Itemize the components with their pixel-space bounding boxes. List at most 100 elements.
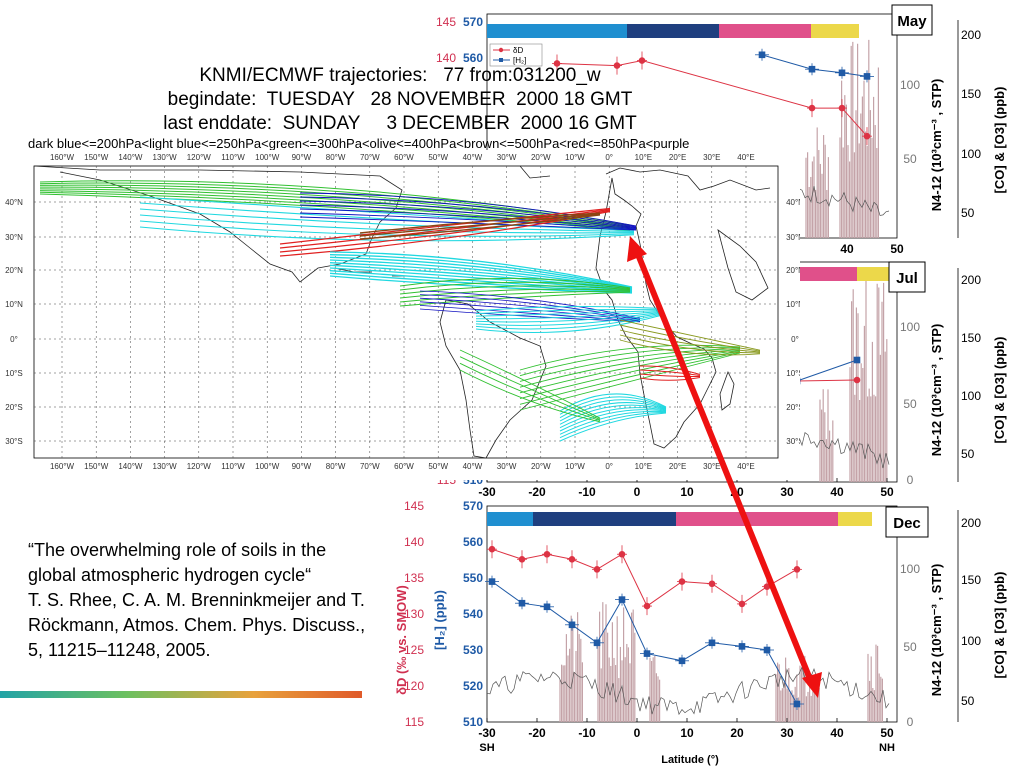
trajectory-path xyxy=(329,256,633,289)
lat-label-left: 10°N xyxy=(5,300,23,309)
dec-H2-tick: 570 xyxy=(463,499,483,513)
trajectory-path xyxy=(559,393,667,412)
trajectory-path xyxy=(639,369,701,376)
dec-n412-tick-50: 50 xyxy=(903,640,917,654)
lon-label-bottom: 20°W xyxy=(531,462,551,471)
map-pressure-legend: dark blue<=200hPa<light blue<=250hPa<gre… xyxy=(28,136,690,151)
lon-label-top: 120°W xyxy=(187,153,212,162)
lat-label-left: 20°N xyxy=(5,266,23,275)
dec-dD-axis-label: δD (‰ vs. SMOW) xyxy=(394,585,409,695)
jul-x-tick-label: 0 xyxy=(634,485,641,499)
dD-point xyxy=(643,602,651,610)
trajectory-path xyxy=(459,349,601,419)
trajectory-path xyxy=(139,208,635,233)
lon-label-top: 100°W xyxy=(255,153,280,162)
may-H2-tick-570: 570 xyxy=(463,15,483,29)
dec-x-tick-label: 10 xyxy=(680,726,694,740)
dD-point xyxy=(808,104,816,112)
dec-n412-tick-100: 100 xyxy=(900,562,920,576)
trajectory-path xyxy=(399,277,631,289)
trajectory-path xyxy=(299,208,637,230)
jul-co-tick-200: 200 xyxy=(961,273,981,287)
dec-x-tick-label: 20 xyxy=(730,726,744,740)
arrow-head-top xyxy=(627,236,647,262)
dec-n412-trace xyxy=(486,602,890,722)
dec-co-tick-150: 150 xyxy=(961,573,981,587)
lon-label-top: 70°W xyxy=(360,153,380,162)
may-co-tick-150: 150 xyxy=(961,87,981,101)
dec-co-axis-label: [CO] & [O3] (ppb) xyxy=(992,572,1007,679)
lon-label-bottom: 40°W xyxy=(463,462,483,471)
trajectory-path xyxy=(299,192,637,227)
dec-dD-tick: 115 xyxy=(405,715,424,729)
lat-label-right: 30°S xyxy=(786,437,800,446)
lon-label-top: 140°W xyxy=(118,153,143,162)
lon-label-bottom: 10°W xyxy=(565,462,585,471)
dec-dD-tick: 120 xyxy=(404,679,424,693)
lat-label-right: 20°N xyxy=(786,266,800,275)
may-H2-tick-560: 560 xyxy=(463,51,483,65)
jul-x-tick-label: 10 xyxy=(680,485,694,499)
dec-plot-frame xyxy=(486,505,898,723)
may-month-label: May xyxy=(897,13,927,30)
H2-point xyxy=(838,69,846,77)
jul-n412-axis-label: N4-12 (10³cm⁻³ , STP) xyxy=(929,324,944,457)
lon-label-top: 40°E xyxy=(737,153,754,162)
dec-co-tick-50: 50 xyxy=(961,694,975,708)
lat-label-left: 30°S xyxy=(5,437,22,446)
dec-x-tick-label: -10 xyxy=(578,726,596,740)
lat-label-left: 0° xyxy=(10,335,18,344)
dec-dD-tick: 135 xyxy=(404,571,424,585)
lon-label-bottom: 150°W xyxy=(84,462,109,471)
lon-label-bottom: 60°W xyxy=(394,462,414,471)
dec-season-light-blue xyxy=(487,512,533,526)
may-season-dark-blue xyxy=(627,24,719,38)
jul-season-pink xyxy=(800,267,857,281)
trajectory-path xyxy=(619,329,761,353)
H2-point xyxy=(518,599,526,607)
trajectory-path xyxy=(279,207,611,245)
dD-line xyxy=(796,379,858,382)
jul-co-tick-150: 150 xyxy=(961,331,981,345)
trajectory-path xyxy=(559,396,667,415)
dec-n412-tick-0: 0 xyxy=(907,715,914,729)
lat-label-right: 30°N xyxy=(786,233,800,242)
H2-point xyxy=(763,646,771,654)
dD-point xyxy=(553,60,561,67)
lon-label-top: 50°W xyxy=(428,153,448,162)
lat-label-right: 40°N xyxy=(786,198,800,207)
dD-point xyxy=(863,132,871,140)
dec-x-tick-label: 0 xyxy=(634,726,641,740)
madagascar-coastline xyxy=(719,370,735,411)
H2-point xyxy=(543,603,551,611)
dec-dD-tick: 140 xyxy=(404,535,424,549)
lon-label-top: 0° xyxy=(605,153,613,162)
dec-H2-tick: 530 xyxy=(463,643,483,657)
dec-season-pink xyxy=(676,512,838,526)
dD-point xyxy=(543,550,551,558)
jul-co-tick-50: 50 xyxy=(961,447,975,461)
trajectory-path xyxy=(419,305,641,322)
trajectory-path xyxy=(329,251,633,288)
citation-authors: T. S. Rhee, C. A. M. Brenninkmeijer and … xyxy=(28,590,366,660)
trajectory-paths xyxy=(39,180,761,442)
lat-label-left: 20°S xyxy=(5,403,22,412)
trajectory-path xyxy=(139,220,635,237)
lat-label-left: 10°S xyxy=(5,369,22,378)
dD-point xyxy=(708,580,716,588)
dec-n412-axis-label: N4-12 (10³cm⁻³ , STP) xyxy=(929,564,944,697)
lon-label-top: 40°W xyxy=(463,153,483,162)
trajectory-path xyxy=(329,254,633,289)
lon-label-bottom: 40°E xyxy=(737,462,754,471)
trajectory-path xyxy=(475,315,661,334)
dec-dD-tick: 125 xyxy=(404,643,424,657)
map-lon-labels-top: 160°W 150°W 140°W 130°W 120°W 110°W 100°W 90°W 8… xyxy=(50,153,755,162)
trajectory-path xyxy=(619,324,761,352)
dD-point xyxy=(638,57,646,64)
jul-x-tick-label: 50 xyxy=(880,485,894,499)
legend-H2-marker xyxy=(499,58,503,62)
trajectory-path xyxy=(399,281,631,291)
co-o3-trace xyxy=(486,666,890,716)
lon-label-top: 30°E xyxy=(703,153,720,162)
